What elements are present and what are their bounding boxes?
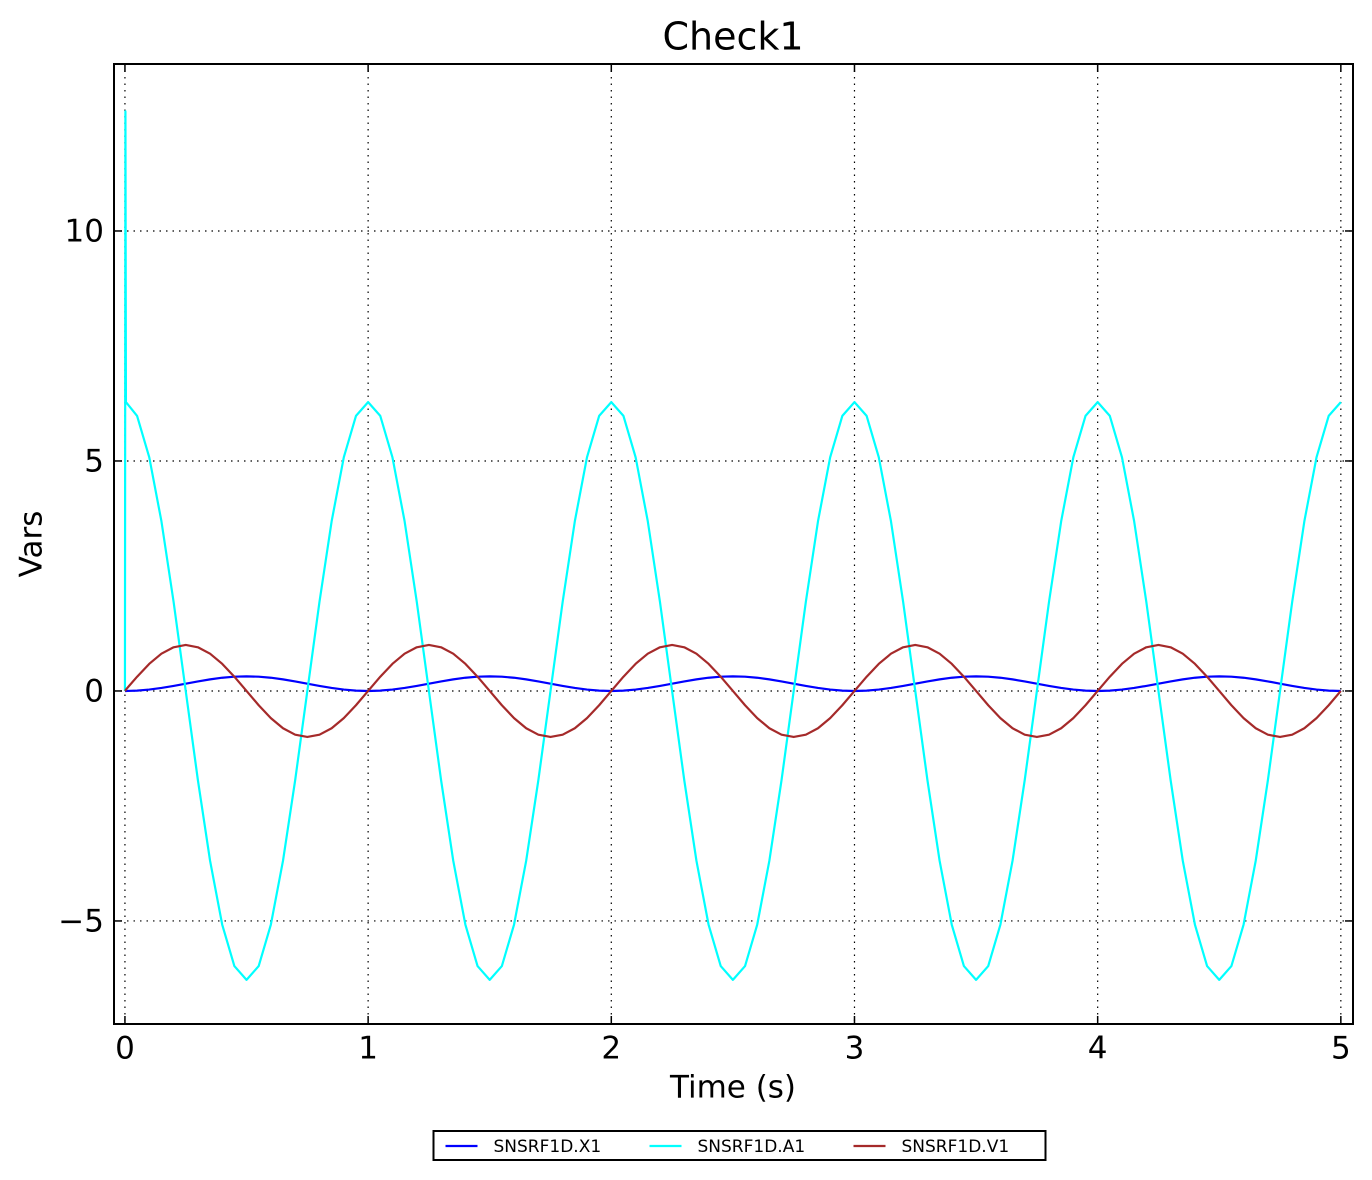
legend-label: SNSRF1D.V1: [902, 1137, 1010, 1157]
data-line: [124, 643, 1342, 739]
x-tick-label: 4: [1088, 1031, 1108, 1067]
x-tick-label: 5: [1331, 1031, 1351, 1067]
plot-frame: [113, 63, 1354, 1025]
legend-label: SNSRF1D.A1: [698, 1137, 806, 1157]
data-line: [123, 110, 1342, 981]
chart-title: Check1: [662, 15, 803, 59]
x-tick-label: 1: [358, 1031, 378, 1067]
legend-label: SNSRF1D.X1: [494, 1137, 602, 1157]
x-axis-label: Time (s): [669, 1070, 796, 1106]
legend-box: [432, 1130, 1047, 1161]
y-tick-label: 10: [65, 213, 104, 249]
x-tick-label: 2: [601, 1031, 621, 1067]
y-axis-label: Vars: [14, 511, 50, 578]
y-tick-label: 0: [84, 673, 104, 709]
y-tick-label: −5: [58, 903, 104, 939]
x-tick-label: 0: [115, 1031, 135, 1067]
y-tick-label: 5: [84, 443, 104, 479]
x-tick-label: 3: [845, 1031, 865, 1067]
